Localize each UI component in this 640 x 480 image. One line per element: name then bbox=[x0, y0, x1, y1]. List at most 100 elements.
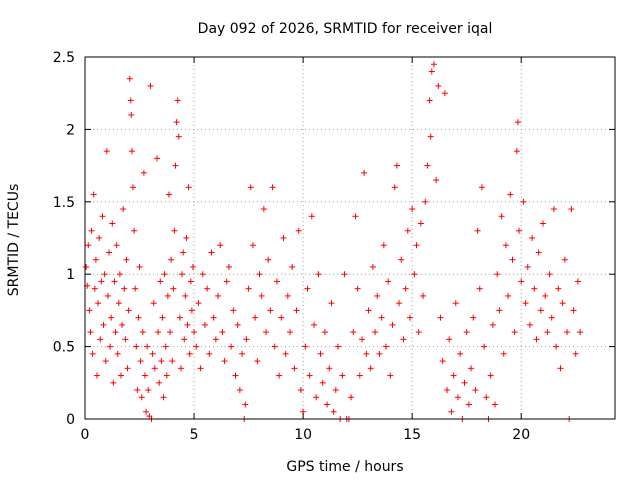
x-tick-labels: 0 5 10 15 20 bbox=[81, 427, 531, 443]
data-point bbox=[496, 307, 503, 314]
data-point bbox=[193, 343, 200, 350]
data-point bbox=[123, 256, 130, 263]
data-point bbox=[263, 329, 270, 336]
data-point bbox=[258, 292, 265, 299]
data-point bbox=[400, 336, 407, 343]
data-point bbox=[145, 387, 152, 394]
data-point bbox=[151, 365, 158, 372]
data-point bbox=[114, 350, 121, 357]
data-point bbox=[352, 213, 359, 220]
data-point bbox=[197, 365, 204, 372]
data-point bbox=[489, 321, 496, 328]
axis-ticks bbox=[84, 56, 615, 420]
data-point bbox=[215, 292, 222, 299]
data-point bbox=[278, 314, 285, 321]
data-point bbox=[137, 358, 144, 365]
data-point bbox=[574, 278, 581, 285]
data-points bbox=[83, 61, 584, 422]
data-point bbox=[124, 365, 131, 372]
data-point bbox=[358, 336, 365, 343]
data-point bbox=[533, 336, 540, 343]
data-point bbox=[531, 285, 538, 292]
chart-title: Day 092 of 2026, SRMTID for receiver iqa… bbox=[198, 21, 493, 37]
data-point bbox=[128, 111, 135, 118]
data-point bbox=[535, 249, 542, 256]
data-point bbox=[161, 271, 168, 278]
data-point bbox=[494, 271, 501, 278]
data-point bbox=[111, 278, 118, 285]
data-point bbox=[330, 408, 337, 415]
data-point bbox=[367, 365, 374, 372]
data-point bbox=[188, 307, 195, 314]
data-point bbox=[273, 278, 280, 285]
data-point bbox=[132, 285, 139, 292]
y-tick-label: 2.5 bbox=[53, 50, 75, 66]
data-point bbox=[159, 314, 166, 321]
data-point bbox=[470, 314, 477, 321]
data-point bbox=[398, 256, 405, 263]
data-point bbox=[380, 242, 387, 249]
data-point bbox=[328, 300, 335, 307]
data-point bbox=[98, 278, 105, 285]
data-point bbox=[559, 300, 566, 307]
data-point bbox=[382, 343, 389, 350]
data-point bbox=[481, 343, 488, 350]
data-point bbox=[102, 358, 109, 365]
data-point bbox=[427, 133, 434, 140]
x-axis-label: GPS time / hours bbox=[286, 459, 403, 475]
data-point bbox=[289, 263, 296, 270]
data-point bbox=[245, 285, 252, 292]
data-point bbox=[550, 206, 557, 213]
data-point bbox=[112, 329, 119, 336]
data-point bbox=[339, 372, 346, 379]
data-point bbox=[406, 314, 413, 321]
data-point bbox=[511, 329, 518, 336]
data-point bbox=[514, 119, 521, 126]
data-point bbox=[208, 249, 215, 256]
data-point bbox=[136, 263, 143, 270]
x-tick-label: 5 bbox=[190, 427, 199, 443]
data-point bbox=[452, 300, 459, 307]
data-point bbox=[107, 343, 114, 350]
data-point bbox=[165, 191, 172, 198]
data-point bbox=[454, 394, 461, 401]
data-point bbox=[376, 350, 383, 357]
x-tick-label: 10 bbox=[294, 427, 312, 443]
data-point bbox=[131, 227, 138, 234]
data-point bbox=[109, 220, 116, 227]
y-tick-label: 0 bbox=[66, 412, 75, 428]
data-point bbox=[396, 300, 403, 307]
data-point bbox=[187, 278, 194, 285]
data-point bbox=[163, 372, 170, 379]
data-point bbox=[134, 387, 141, 394]
x-tick-label: 0 bbox=[81, 427, 90, 443]
data-point bbox=[461, 379, 468, 386]
y-tick-labels: 0 0.5 1 1.5 2 2.5 bbox=[53, 50, 75, 428]
data-point bbox=[385, 278, 392, 285]
data-point bbox=[411, 271, 418, 278]
data-point bbox=[476, 285, 483, 292]
data-point bbox=[186, 350, 193, 357]
data-point bbox=[119, 321, 126, 328]
data-point bbox=[90, 191, 97, 198]
data-point bbox=[295, 227, 302, 234]
data-point bbox=[164, 292, 171, 299]
data-point bbox=[140, 169, 147, 176]
data-point bbox=[100, 321, 107, 328]
data-point bbox=[354, 285, 361, 292]
data-point bbox=[138, 394, 145, 401]
data-point bbox=[363, 350, 370, 357]
data-point bbox=[420, 292, 427, 299]
data-point bbox=[230, 307, 237, 314]
data-point bbox=[518, 278, 525, 285]
data-point bbox=[91, 285, 98, 292]
data-point bbox=[417, 220, 424, 227]
data-point bbox=[204, 285, 211, 292]
data-point bbox=[128, 148, 135, 155]
data-point bbox=[561, 256, 568, 263]
data-point bbox=[105, 249, 112, 256]
data-point bbox=[117, 372, 124, 379]
data-point bbox=[315, 271, 322, 278]
data-point bbox=[121, 285, 128, 292]
